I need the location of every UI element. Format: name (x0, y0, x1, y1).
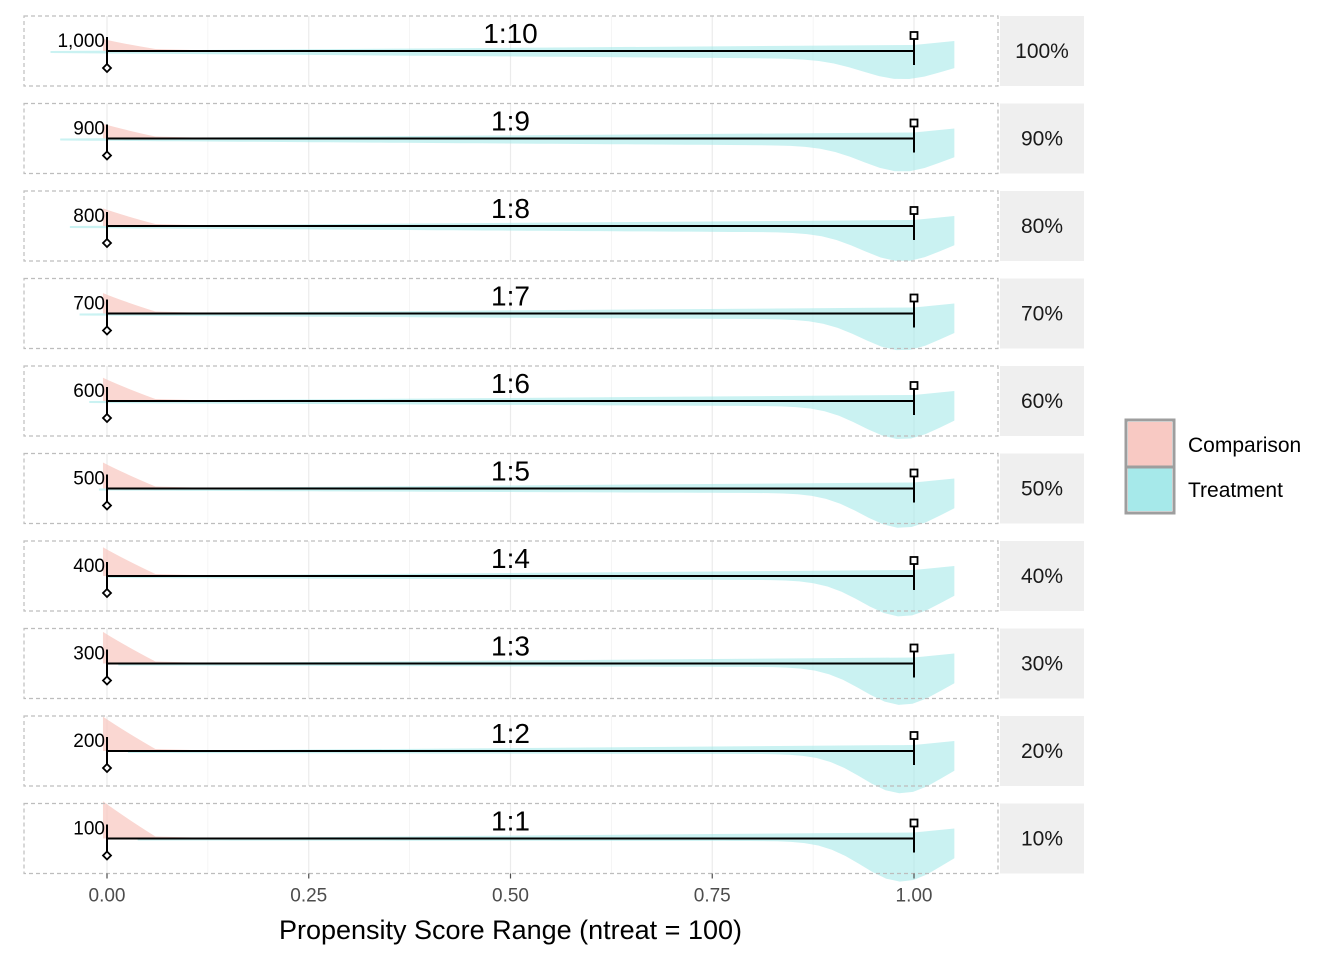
facet-strip (1000, 803, 1084, 874)
range-max-marker (909, 643, 919, 653)
range-min-marker (101, 62, 113, 74)
facet-strip-label: 20% (1021, 740, 1063, 763)
treatment-density-area (79, 303, 955, 351)
facet-strip-label: 50% (1021, 478, 1063, 501)
comparison-density-area (102, 293, 229, 314)
comparison-density-area (102, 631, 229, 664)
x-axis-tick-label: 0.25 (290, 886, 327, 907)
facet-strip (1000, 103, 1084, 174)
facet-strip-label: 70% (1021, 303, 1063, 326)
ratio-label: 1:1 (491, 806, 530, 837)
facet-strip-label: 100% (1015, 40, 1069, 63)
range-min-marker (101, 762, 113, 774)
legend-key-treatment (1128, 467, 1172, 511)
x-axis-title: Propensity Score Range (ntreat = 100) (279, 915, 742, 945)
facet-strip (1000, 191, 1084, 261)
treatment-density-area (108, 566, 955, 617)
comparison-count-label: 900 (73, 119, 105, 140)
comparison-count-label: 600 (73, 381, 105, 402)
comparison-density-area (102, 208, 229, 226)
facet-strip-label: 90% (1021, 128, 1063, 151)
ratio-label: 1:10 (483, 18, 538, 49)
comparison-count-label: 300 (73, 644, 105, 665)
range-max-marker (909, 31, 919, 40)
facet-strip-label: 30% (1021, 653, 1063, 676)
facet-strip (1000, 541, 1084, 611)
facet-strip-label: 10% (1021, 828, 1063, 851)
comparison-count-label: 200 (73, 731, 105, 752)
comparison-count-label: 500 (73, 469, 105, 490)
range-max-marker (909, 468, 919, 478)
panel-border (23, 15, 999, 87)
ratio-label: 1:4 (491, 543, 530, 574)
facet-strip (1000, 716, 1084, 786)
range-min-marker (101, 237, 113, 249)
x-axis-tick-label: 1.00 (896, 886, 933, 907)
comparison-count-label: 700 (73, 294, 105, 315)
panel-border (23, 365, 999, 437)
range-max-marker (909, 381, 919, 390)
ratio-label: 1:2 (491, 718, 530, 749)
ratio-label: 1:7 (491, 281, 530, 312)
treatment-density-area (118, 653, 955, 705)
panel-border (23, 452, 999, 525)
comparison-count-label: 1,000 (57, 31, 105, 52)
facet-strip (1000, 366, 1084, 436)
x-axis-tick-label: 0.00 (89, 886, 126, 907)
comparison-density-area (102, 716, 229, 751)
facet-strip (1000, 453, 1084, 524)
treatment-density-area (98, 478, 955, 528)
comparison-density-area (102, 377, 229, 401)
panel-border (23, 627, 999, 700)
range-min-marker (101, 587, 113, 599)
comparison-density-area (102, 462, 229, 489)
x-axis-tick-label: 0.75 (694, 886, 731, 907)
comparison-count-label: 400 (73, 556, 105, 577)
range-min-marker (101, 675, 113, 686)
facet-strip-label: 80% (1021, 215, 1063, 238)
comparison-count-label: 800 (73, 206, 105, 227)
comparison-density-area (102, 547, 229, 576)
range-min-marker (101, 150, 113, 161)
treatment-density-area (89, 391, 955, 440)
panel-border (23, 540, 999, 612)
ratio-label: 1:6 (491, 368, 530, 399)
range-min-marker (101, 412, 113, 424)
comparison-density-area (102, 801, 229, 839)
ratio-label: 1:5 (491, 456, 530, 487)
range-max-marker (909, 118, 919, 128)
x-axis-tick-label: 0.50 (492, 886, 529, 907)
panel-border (23, 190, 999, 262)
range-max-marker (909, 206, 919, 215)
comparison-count-label: 100 (73, 819, 105, 840)
range-max-marker (909, 731, 919, 740)
legend-label-treatment: Treatment (1188, 479, 1283, 502)
comparison-density-area (102, 123, 229, 139)
ratio-label: 1:9 (491, 106, 530, 137)
comparison-density-area (102, 39, 229, 51)
legend-label-comparison: Comparison (1188, 434, 1301, 457)
range-max-marker (909, 293, 919, 303)
panel-border (23, 102, 999, 175)
legend-key-comparison (1128, 422, 1172, 466)
panel-border (23, 715, 999, 787)
panel-border (23, 277, 999, 350)
ratio-label: 1:3 (491, 631, 530, 662)
range-min-marker (101, 500, 113, 511)
treatment-density-area (69, 216, 955, 261)
facet-strip-label: 40% (1021, 565, 1063, 588)
range-max-marker (909, 556, 919, 565)
ratio-label: 1:8 (491, 193, 530, 224)
panel-border (23, 802, 999, 875)
facet-strip (1000, 278, 1084, 349)
facet-strip (1000, 16, 1084, 86)
range-min-marker (101, 325, 113, 336)
range-min-marker (101, 850, 113, 861)
facet-strip (1000, 628, 1084, 699)
range-max-marker (909, 818, 919, 828)
facet-strip-label: 60% (1021, 390, 1063, 413)
